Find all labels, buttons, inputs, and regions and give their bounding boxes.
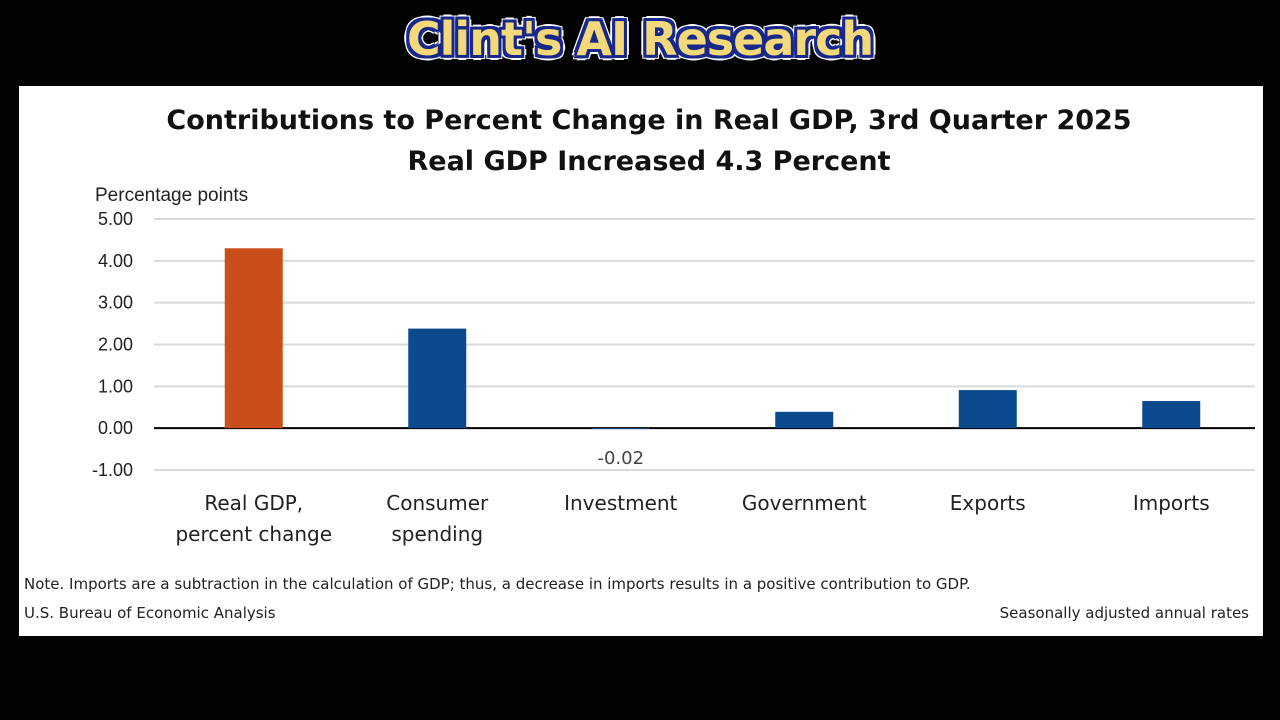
bar: [591, 428, 650, 430]
footnote: Note. Imports are a subtraction in the c…: [24, 575, 971, 593]
y-tick-label: 2.00: [98, 335, 133, 355]
category-label: Investment: [564, 491, 677, 515]
category-label: Exports: [950, 491, 1026, 515]
bar: [408, 328, 467, 429]
rates-label: Seasonally adjusted annual rates: [1000, 604, 1250, 622]
y-tick-label: -1.00: [92, 460, 133, 480]
y-axis-ticks: 5.00 4.00 3.00 2.00 1.00 0.00 -1.00: [92, 209, 133, 480]
chart-title: Contributions to Percent Change in Real …: [166, 105, 1131, 136]
category-label: Real GDP,: [204, 491, 303, 515]
gdp-contributions-chart: Contributions to Percent Change in Real …: [24, 105, 1255, 622]
y-tick-label: 1.00: [98, 376, 133, 396]
channel-banner: Clint's AI Research: [406, 12, 874, 66]
data-labels: -0.02: [597, 448, 644, 469]
bar: [1142, 400, 1201, 429]
y-axis-label: Percentage points: [95, 185, 248, 206]
y-tick-label: 5.00: [98, 209, 133, 229]
bars: [224, 248, 1201, 430]
category-label: percent change: [175, 522, 332, 546]
gridlines: [154, 218, 1255, 471]
chart-subtitle: Real GDP Increased 4.3 Percent: [407, 146, 890, 177]
bar: [224, 248, 283, 429]
bar: [775, 411, 834, 429]
source-label: U.S. Bureau of Economic Analysis: [24, 604, 276, 622]
y-tick-label: 0.00: [98, 418, 133, 438]
category-labels: Real GDP, percent change Consumer spending I…: [175, 491, 1209, 546]
y-tick-label: 4.00: [98, 251, 133, 271]
data-label: -0.02: [597, 448, 644, 469]
category-label: Consumer: [386, 491, 489, 515]
bar: [958, 390, 1017, 429]
category-label: spending: [391, 522, 483, 546]
chart-panel: Contributions to Percent Change in Real …: [19, 86, 1263, 636]
category-label: Imports: [1133, 491, 1210, 515]
category-label: Government: [742, 491, 867, 515]
y-tick-label: 3.00: [98, 293, 133, 313]
